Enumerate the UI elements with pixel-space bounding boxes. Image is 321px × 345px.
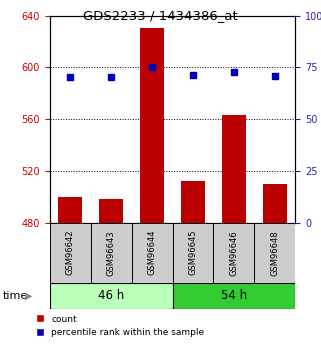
Bar: [99, 199, 123, 223]
Bar: [132, 223, 172, 283]
Bar: [50, 223, 91, 283]
Bar: [254, 223, 295, 283]
Point: [68, 74, 73, 79]
Bar: [213, 223, 254, 283]
Text: 54 h: 54 h: [221, 289, 247, 302]
Text: 46 h: 46 h: [98, 289, 124, 302]
Point: [108, 74, 114, 79]
Text: GSM96643: GSM96643: [107, 230, 116, 276]
Bar: [263, 184, 287, 223]
Text: GSM96645: GSM96645: [188, 230, 197, 275]
Text: ▶: ▶: [25, 291, 33, 301]
Point: [150, 65, 155, 70]
Bar: [173, 223, 213, 283]
Bar: [181, 181, 205, 223]
Bar: [58, 197, 82, 223]
Text: time: time: [3, 291, 29, 301]
Bar: [91, 223, 132, 283]
Bar: [50, 283, 173, 309]
Bar: [140, 28, 164, 223]
Bar: [221, 115, 246, 223]
Text: GSM96642: GSM96642: [66, 230, 75, 275]
Point: [190, 72, 195, 77]
Point: [231, 70, 237, 75]
Text: GSM96648: GSM96648: [270, 230, 279, 276]
Point: [272, 73, 277, 78]
Text: GSM96646: GSM96646: [230, 230, 239, 276]
Legend: count, percentile rank within the sample: count, percentile rank within the sample: [37, 315, 204, 337]
Text: GSM96644: GSM96644: [148, 230, 157, 275]
Text: GDS2233 / 1434386_at: GDS2233 / 1434386_at: [83, 9, 238, 22]
Bar: [173, 283, 295, 309]
